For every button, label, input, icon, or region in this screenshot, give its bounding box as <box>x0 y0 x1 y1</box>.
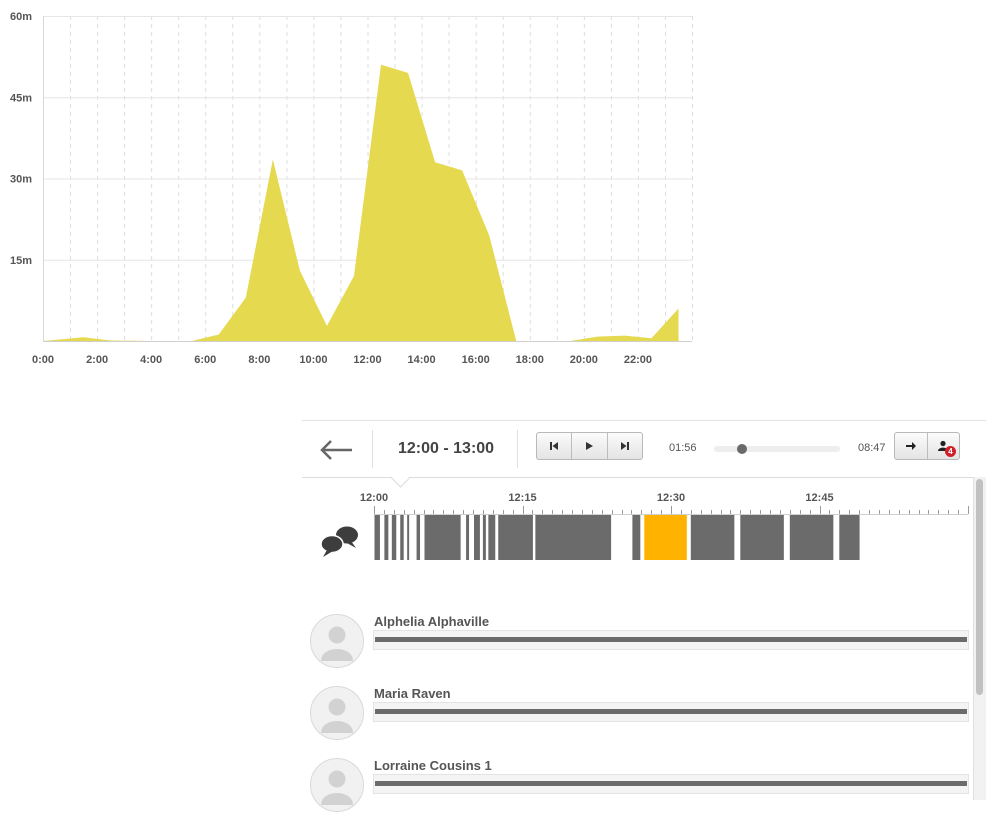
x-tick-label: 14:00 <box>408 354 436 366</box>
timeline-segment[interactable] <box>690 515 735 560</box>
timeline-segment[interactable] <box>498 515 533 560</box>
user-placeholder-icon <box>321 698 353 733</box>
timeline-segment[interactable] <box>473 515 480 560</box>
timeline-segment[interactable] <box>407 515 410 560</box>
timeline-segment[interactable] <box>424 515 461 560</box>
participant-row[interactable]: Maria Raven <box>310 686 978 746</box>
timeline-segment[interactable] <box>391 515 397 560</box>
playback-progress-track[interactable] <box>714 446 840 452</box>
player-toolbar: 12:00 - 13:00 01:56 08:47 <box>302 420 986 478</box>
timeline-segment[interactable] <box>384 515 389 560</box>
x-tick-label: 4:00 <box>140 354 162 366</box>
skip-back-icon <box>550 442 559 450</box>
timeline-tick-label: 12:00 <box>360 492 388 504</box>
view-controls: 4 <box>894 432 960 460</box>
toolbar-top-border <box>302 420 986 421</box>
x-tick-label: 12:00 <box>353 354 381 366</box>
timeline-segment[interactable] <box>535 515 612 560</box>
time-range-title: 12:00 - 13:00 <box>398 440 495 457</box>
forward-button[interactable] <box>895 433 928 459</box>
chart-area-series <box>43 64 679 341</box>
participant-activity-bar[interactable] <box>373 702 969 722</box>
timeline-segment[interactable] <box>740 515 784 560</box>
back-arrow-icon[interactable] <box>316 432 360 468</box>
participants-button[interactable]: 4 <box>928 433 960 459</box>
session-player-panel: 12:00 - 13:00 01:56 08:47 <box>302 420 988 812</box>
timeline-segment[interactable] <box>482 515 486 560</box>
y-tick-label: 45m <box>10 92 32 104</box>
activity-area-chart: 15m 30m 45m 60m 0:00 2:00 4:00 6:00 8:00 10:00 12… <box>10 11 693 366</box>
y-tick-label: 60m <box>10 11 32 23</box>
x-tick-label: 0:00 <box>32 354 54 366</box>
user-placeholder-icon <box>321 770 353 805</box>
participant-row[interactable]: Lorraine Cousins 1 <box>310 758 978 818</box>
timeline-ruler: 12:00 12:15 12:30 12:45 <box>360 492 969 515</box>
skip-back-button[interactable] <box>537 433 573 459</box>
x-tick-label: 10:00 <box>299 354 327 366</box>
participants-count-badge: 4 <box>945 446 956 457</box>
x-tick-label: 6:00 <box>194 354 216 366</box>
scrollbar-thumb[interactable] <box>976 479 983 695</box>
timeline-tick-label: 12:45 <box>805 492 833 504</box>
arrow-right-icon <box>905 442 916 450</box>
timeline-segment[interactable] <box>374 515 380 560</box>
participant-name: Alphelia Alphaville <box>374 614 490 629</box>
x-tick-label: 18:00 <box>516 354 544 366</box>
y-tick-label: 15m <box>10 255 32 267</box>
chart-x-axis: 0:00 2:00 4:00 6:00 8:00 10:00 12:00 14:00 16:00… <box>32 354 652 366</box>
x-tick-label: 22:00 <box>624 354 652 366</box>
timeline-segment[interactable] <box>488 515 496 560</box>
participant-activity-bar[interactable] <box>373 774 969 794</box>
panel-scrollbar[interactable] <box>973 477 986 800</box>
chart-y-axis: 15m 30m 45m 60m <box>10 11 32 267</box>
participant-activity-bar[interactable] <box>373 630 969 650</box>
x-tick-label: 8:00 <box>248 354 270 366</box>
timeline-tick-label: 12:30 <box>657 492 685 504</box>
timeline-segment[interactable] <box>466 515 470 560</box>
playback-controls <box>536 432 643 460</box>
participant-row[interactable]: Alphelia Alphaville <box>310 614 978 674</box>
avatar <box>310 758 364 812</box>
x-tick-label: 16:00 <box>462 354 490 366</box>
toolbar-divider <box>372 430 373 468</box>
timeline-tick-label: 12:15 <box>508 492 536 504</box>
participant-name: Lorraine Cousins 1 <box>374 758 492 773</box>
timeline-segment[interactable] <box>789 515 834 560</box>
toolbar-divider <box>517 430 518 468</box>
playback-progress-knob[interactable] <box>736 444 747 454</box>
timeline-segment[interactable] <box>632 515 641 560</box>
user-placeholder-icon <box>321 626 353 661</box>
timeline-segment[interactable] <box>416 515 421 560</box>
participant-activity-fill <box>375 781 967 786</box>
chat-bubbles-icon <box>320 524 360 563</box>
x-tick-label: 2:00 <box>86 354 108 366</box>
y-tick-label: 30m <box>10 174 32 186</box>
x-tick-label: 20:00 <box>570 354 598 366</box>
play-button[interactable] <box>572 433 608 459</box>
avatar <box>310 614 364 668</box>
timeline-segment[interactable] <box>400 515 404 560</box>
participant-activity-fill <box>375 709 967 714</box>
timeline-segments <box>374 515 860 560</box>
skip-forward-icon <box>620 442 629 450</box>
skip-forward-button[interactable] <box>608 433 642 459</box>
total-time: 08:47 <box>858 442 886 454</box>
participant-activity-fill <box>375 637 967 642</box>
participant-name: Maria Raven <box>374 686 451 701</box>
timeline-segment[interactable] <box>839 515 860 560</box>
elapsed-time: 01:56 <box>669 442 697 454</box>
conversation-timeline[interactable]: 12:00 12:15 12:30 12:45 <box>302 484 972 574</box>
timeline-segment-selected[interactable] <box>644 515 687 560</box>
avatar <box>310 686 364 740</box>
play-icon <box>586 442 594 450</box>
